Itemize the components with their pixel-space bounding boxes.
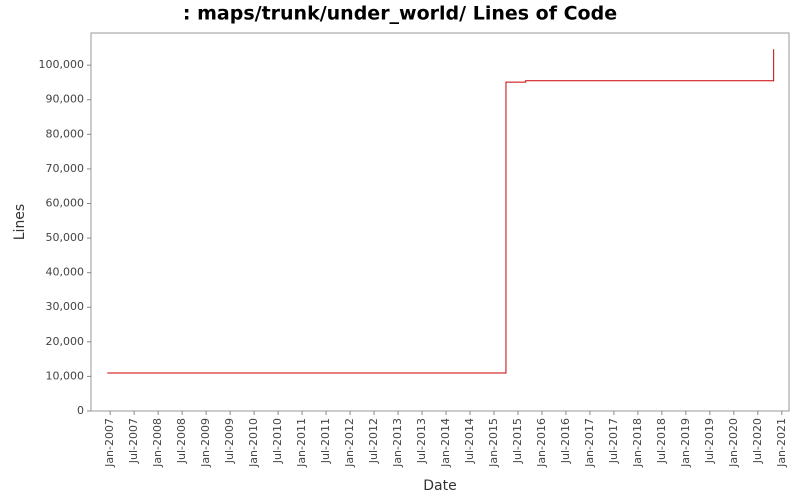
x-tick-label: Jul-2008 [175, 418, 188, 464]
y-axis-label: Lines [12, 204, 28, 240]
x-tick-label: Jan-2013 [391, 418, 404, 468]
x-tick-label: Jan-2014 [439, 418, 452, 468]
x-tick-label: Jan-2019 [679, 418, 692, 468]
y-tick-label: 0 [77, 404, 84, 417]
x-tick-label: Jul-2020 [751, 418, 764, 464]
x-tick-label: Jan-2015 [487, 418, 500, 468]
y-tick-label: 10,000 [46, 369, 85, 382]
x-tick-label: Jul-2018 [655, 418, 668, 464]
x-tick-label: Jan-2009 [199, 418, 212, 468]
x-tick-label: Jan-2018 [631, 418, 644, 468]
x-tick-label: Jul-2019 [703, 418, 716, 464]
x-tick-label: Jan-2012 [343, 418, 356, 468]
plot-area [90, 32, 790, 412]
x-tick-label: Jul-2017 [607, 418, 620, 464]
x-tick-label: Jul-2015 [511, 418, 524, 464]
data-line [107, 49, 775, 374]
x-tick-label: Jul-2009 [223, 418, 236, 464]
x-tick-label: Jul-2011 [319, 418, 332, 464]
x-tick-label: Jan-2011 [295, 418, 308, 468]
x-tick-label: Jul-2016 [559, 418, 572, 464]
y-tick-label: 30,000 [46, 300, 85, 313]
x-tick-label: Jan-2020 [727, 418, 740, 468]
x-tick-label: Jan-2021 [775, 418, 788, 468]
x-tick-label: Jul-2007 [127, 418, 140, 464]
y-tick-label: 20,000 [46, 335, 85, 348]
x-tick-label: Jan-2007 [103, 418, 116, 468]
x-tick-label: Jul-2012 [367, 418, 380, 464]
y-tick-label: 90,000 [46, 93, 85, 106]
x-axis-label: Date [423, 478, 456, 494]
y-tick-label: 60,000 [46, 196, 85, 209]
y-tick-label: 80,000 [46, 127, 85, 140]
y-tick-label: 50,000 [46, 231, 85, 244]
y-tick-label: 100,000 [39, 58, 85, 71]
y-tick-label: 70,000 [46, 162, 85, 175]
x-tick-label: Jan-2010 [247, 418, 260, 468]
x-tick-label: Jan-2008 [151, 418, 164, 468]
x-tick-label: Jul-2014 [463, 418, 476, 464]
chart-title: : maps/trunk/under_world/ Lines of Code [183, 3, 617, 25]
x-tick-label: Jan-2016 [535, 418, 548, 468]
y-tick-label: 40,000 [46, 266, 85, 279]
x-tick-label: Jan-2017 [583, 418, 596, 468]
x-tick-label: Jul-2010 [271, 418, 284, 464]
x-tick-label: Jul-2013 [415, 418, 428, 464]
